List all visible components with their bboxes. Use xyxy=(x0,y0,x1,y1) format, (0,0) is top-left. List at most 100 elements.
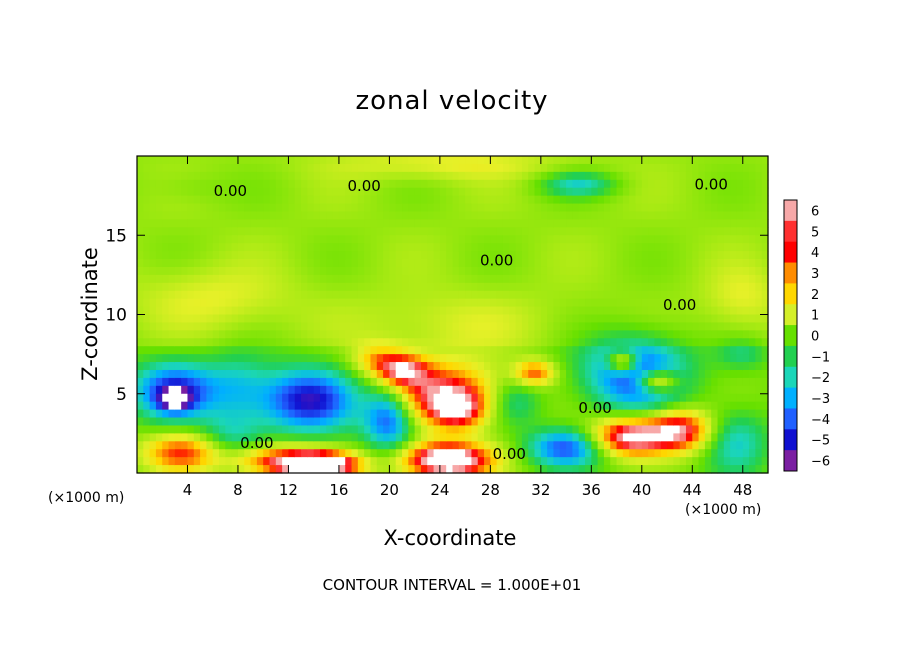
heatmap-cell xyxy=(597,298,605,308)
heatmap-cell xyxy=(168,441,176,450)
heatmap-cell xyxy=(641,156,649,165)
heatmap-cell xyxy=(338,346,346,355)
heatmap-cell xyxy=(219,425,226,434)
heatmap-cell xyxy=(521,449,529,458)
heatmap-cell xyxy=(635,298,643,308)
heatmap-cell xyxy=(275,417,283,427)
heatmap-cell xyxy=(616,362,624,371)
heatmap-cell xyxy=(408,417,416,427)
heatmap-cell xyxy=(660,457,668,466)
heatmap-cell xyxy=(351,401,359,411)
heatmap-cell xyxy=(275,211,283,220)
heatmap-cell xyxy=(376,179,384,189)
heatmap-cell xyxy=(155,211,163,220)
heatmap-cell xyxy=(502,433,510,442)
heatmap-cell xyxy=(143,449,151,458)
heatmap-cell xyxy=(502,179,510,189)
heatmap-cell xyxy=(313,362,321,371)
heatmap-cell xyxy=(162,179,170,189)
heatmap-cell xyxy=(256,465,264,474)
heatmap-cell xyxy=(629,243,637,252)
heatmap-cell xyxy=(641,393,649,403)
heatmap-cell xyxy=(452,362,460,371)
heatmap-cell xyxy=(168,290,176,300)
heatmap-cell xyxy=(679,195,687,205)
heatmap-cell xyxy=(420,322,428,331)
heatmap-cell xyxy=(723,449,731,458)
heatmap-cell xyxy=(616,227,624,236)
heatmap-cell xyxy=(149,401,157,411)
heatmap-cell xyxy=(219,362,226,371)
heatmap-cell xyxy=(654,465,662,474)
heatmap-cell xyxy=(591,377,599,387)
heatmap-cell xyxy=(490,156,498,165)
heatmap-cell xyxy=(294,369,302,379)
heatmap-cell xyxy=(225,338,233,347)
heatmap-cell xyxy=(761,163,769,173)
heatmap-cell xyxy=(452,298,460,308)
heatmap-cell xyxy=(427,227,435,236)
heatmap-cell xyxy=(553,385,561,395)
heatmap-cell xyxy=(439,290,447,300)
heatmap-cell xyxy=(559,298,567,308)
heatmap-cell xyxy=(294,219,302,228)
heatmap-cell xyxy=(572,369,580,379)
heatmap-cell xyxy=(572,203,580,213)
heatmap-cell xyxy=(667,179,674,189)
heatmap-cell xyxy=(654,330,662,339)
heatmap-cell xyxy=(427,362,435,371)
heatmap-cell xyxy=(402,171,409,181)
heatmap-cell xyxy=(629,251,637,260)
heatmap-cell xyxy=(730,211,738,220)
heatmap-cell xyxy=(364,346,372,355)
colorbar-swatch xyxy=(784,408,797,430)
heatmap-cell xyxy=(622,290,630,300)
heatmap-cell xyxy=(660,465,668,474)
heatmap-cell xyxy=(761,314,769,324)
heatmap-cell xyxy=(629,354,637,363)
heatmap-cell xyxy=(187,354,195,363)
heatmap-cell xyxy=(168,211,176,220)
heatmap-cell xyxy=(698,203,706,213)
heatmap-cell xyxy=(319,156,327,165)
heatmap-cell xyxy=(168,322,176,331)
heatmap-cell xyxy=(389,156,397,165)
heatmap-cell xyxy=(484,338,491,347)
heatmap-cell xyxy=(364,417,372,427)
heatmap-cell xyxy=(755,457,763,466)
heatmap-cell xyxy=(673,377,681,387)
heatmap-cell xyxy=(427,306,435,316)
heatmap-cell xyxy=(187,171,195,181)
heatmap-cell xyxy=(383,187,390,197)
heatmap-cell xyxy=(610,259,618,268)
heatmap-cell xyxy=(641,362,649,371)
heatmap-cell xyxy=(641,259,649,268)
heatmap-cell xyxy=(465,282,473,292)
heatmap-cell xyxy=(534,417,542,427)
heatmap-cell xyxy=(357,385,365,395)
heatmap-cell xyxy=(761,362,769,371)
heatmap-cell xyxy=(383,290,390,300)
heatmap-cell xyxy=(755,235,763,244)
heatmap-cell xyxy=(181,457,189,466)
heatmap-cell xyxy=(263,322,271,331)
heatmap-cell xyxy=(528,187,536,197)
heatmap-cell xyxy=(749,409,756,419)
heatmap-cell xyxy=(484,195,491,205)
heatmap-cell xyxy=(509,465,517,474)
heatmap-cell xyxy=(679,266,687,276)
heatmap-cell xyxy=(559,457,567,466)
heatmap-cell xyxy=(282,187,290,197)
heatmap-cell xyxy=(244,227,252,236)
heatmap-cell xyxy=(667,457,674,466)
heatmap-cell xyxy=(383,259,390,268)
heatmap-cell xyxy=(263,187,271,197)
heatmap-cell xyxy=(420,195,428,205)
heatmap-cell xyxy=(402,298,409,308)
heatmap-cell xyxy=(395,369,403,379)
heatmap-cell xyxy=(231,227,239,236)
heatmap-cell xyxy=(288,211,296,220)
heatmap-cell xyxy=(749,322,756,331)
heatmap-cell xyxy=(755,251,763,260)
heatmap-cell xyxy=(414,171,422,181)
